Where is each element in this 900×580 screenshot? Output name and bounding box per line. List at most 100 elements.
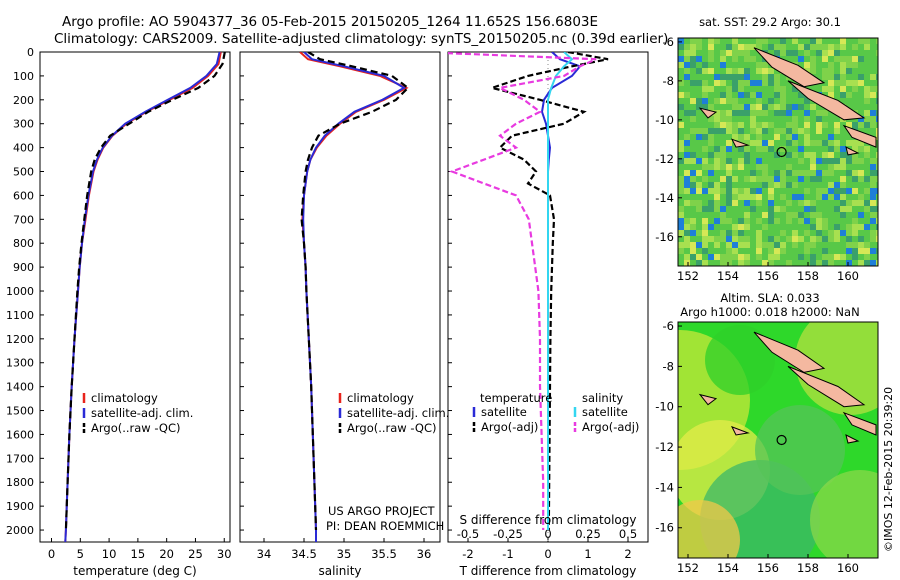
sst-pixel <box>864 86 870 92</box>
sst-pixel <box>810 104 816 110</box>
sst-pixel <box>744 200 750 206</box>
sst-pixel <box>834 188 840 194</box>
lat-tick-label: -6 <box>663 319 674 333</box>
sst-pixel <box>828 140 834 146</box>
depth-tick-label: 2000 <box>6 524 34 537</box>
sst-pixel <box>834 56 840 62</box>
sst-pixel <box>810 260 816 266</box>
sst-pixel <box>732 86 738 92</box>
sst-pixel <box>738 74 744 80</box>
sst-pixel <box>876 116 878 122</box>
sst-pixel <box>858 248 864 254</box>
sst-pixel <box>810 44 816 50</box>
sst-pixel <box>822 50 828 56</box>
sst-pixel <box>720 50 726 56</box>
sst-pixel <box>744 56 750 62</box>
sst-pixel <box>768 254 774 260</box>
sst-pixel <box>852 152 858 158</box>
sst-pixel <box>792 50 798 56</box>
sst-pixel <box>732 44 738 50</box>
sst-pixel <box>756 140 762 146</box>
x-tick-label: 25 <box>188 547 203 561</box>
sst-pixel <box>762 104 768 110</box>
sst-pixel <box>726 158 732 164</box>
sst-pixel <box>846 56 852 62</box>
sst-pixel <box>696 170 702 176</box>
sst-pixel <box>774 92 780 98</box>
sst-pixel <box>702 230 708 236</box>
sst-pixel <box>804 98 810 104</box>
sst-pixel <box>810 140 816 146</box>
sst-pixel <box>822 248 828 254</box>
sst-pixel <box>876 164 878 170</box>
sst-pixel <box>804 122 810 128</box>
sst-pixel <box>744 218 750 224</box>
sst-pixel <box>756 236 762 242</box>
sst-pixel <box>780 248 786 254</box>
sst-pixel <box>690 152 696 158</box>
sst-pixel <box>708 152 714 158</box>
legend-label-2: Argo(..raw -QC) <box>347 421 437 435</box>
lon-tick-label: 154 <box>717 269 739 283</box>
sst-pixel <box>684 236 690 242</box>
lat-tick-label: -10 <box>655 113 674 127</box>
sst-pixel <box>864 92 870 98</box>
sst-pixel <box>684 68 690 74</box>
sst-pixel <box>774 50 780 56</box>
sst-pixel <box>834 164 840 170</box>
sst-pixel <box>840 254 846 260</box>
sst-pixel <box>768 68 774 74</box>
sst-pixel <box>762 176 768 182</box>
sst-pixel <box>756 122 762 128</box>
sst-pixel <box>786 236 792 242</box>
sst-pixel <box>810 236 816 242</box>
sst-pixel <box>870 206 876 212</box>
x-tick-label: 5 <box>77 547 84 561</box>
sst-pixel <box>858 212 864 218</box>
sst-pixel <box>846 206 852 212</box>
x-tick-label: 30 <box>217 547 232 561</box>
sst-pixel <box>714 236 720 242</box>
sst-pixel <box>696 128 702 134</box>
sst-pixel <box>768 44 774 50</box>
sst-pixel <box>870 230 876 236</box>
sst-pixel <box>714 38 720 44</box>
sst-pixel <box>756 134 762 140</box>
sst-pixel <box>726 200 732 206</box>
sst-pixel <box>690 50 696 56</box>
sst-pixel <box>792 38 798 44</box>
sst-pixel <box>732 104 738 110</box>
legend-label-2: Argo(..raw -QC) <box>91 421 181 435</box>
sst-pixel <box>828 194 834 200</box>
sst-pixel <box>786 218 792 224</box>
sst-pixel <box>756 38 762 44</box>
salinity-x-ticks: 34 34.5 35 35.5 36 <box>257 538 431 561</box>
sst-pixel <box>726 194 732 200</box>
sst-pixel <box>768 182 774 188</box>
sst-pixel <box>822 110 828 116</box>
sst-pixel <box>846 188 852 194</box>
difference-x2label: S difference from climatology <box>460 513 637 527</box>
sst-pixel <box>684 200 690 206</box>
sst-pixel <box>732 188 738 194</box>
sst-pixel <box>684 140 690 146</box>
sst-pixel <box>822 188 828 194</box>
sst-pixel <box>840 68 846 74</box>
sst-pixel <box>702 248 708 254</box>
depth-axis: 0 100 200 300 400 500 600 700 800 900 1000 1100 1200… <box>6 46 452 537</box>
x2-tick-label: -0.5 <box>457 527 479 541</box>
sst-pixel <box>726 242 732 248</box>
sst-pixel <box>708 38 714 44</box>
sst-pixel <box>804 50 810 56</box>
sst-pixel <box>780 104 786 110</box>
sst-pixel <box>774 176 780 182</box>
sst-pixel <box>768 188 774 194</box>
sst-pixel <box>840 182 846 188</box>
sst-pixel <box>804 230 810 236</box>
sst-pixel <box>876 236 878 242</box>
sst-pixel <box>720 146 726 152</box>
sst-pixel <box>726 218 732 224</box>
depth-tick-label: 200 <box>13 94 34 107</box>
sst-pixel <box>780 50 786 56</box>
sst-pixel <box>726 98 732 104</box>
